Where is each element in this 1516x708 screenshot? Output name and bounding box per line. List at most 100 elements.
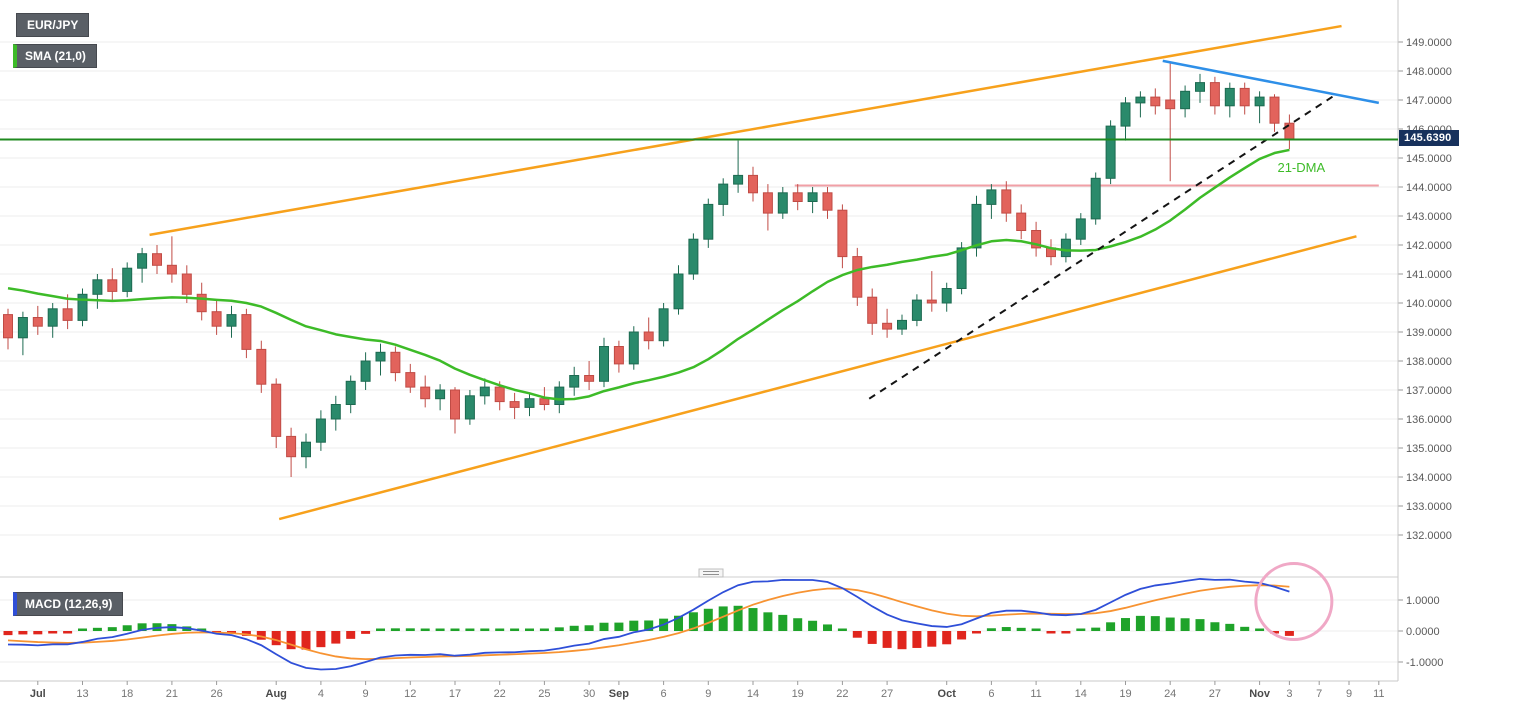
macd-histogram-bar — [703, 608, 713, 631]
candle — [286, 435, 297, 458]
macd-histogram-bar — [688, 612, 698, 631]
candle — [688, 238, 699, 275]
candle — [569, 375, 580, 388]
candle — [405, 372, 416, 388]
candle — [301, 441, 311, 458]
macd-histogram-bar — [912, 631, 922, 648]
candle — [658, 308, 669, 342]
macd-histogram-bar — [569, 625, 579, 631]
price-axis-label: 139.0000 — [1406, 327, 1452, 339]
candle — [852, 256, 863, 298]
sma-line — [7, 148, 1290, 401]
macd-histogram-bar — [1121, 618, 1130, 631]
x-axis-label: 9 — [363, 688, 369, 700]
x-axis-label: 26 — [210, 688, 222, 700]
macd-histogram-bar — [92, 627, 102, 631]
macd-histogram-bar — [733, 605, 743, 631]
macd-histogram-bar — [763, 612, 773, 631]
candle — [450, 389, 460, 420]
candles-layer — [3, 62, 1295, 477]
candle — [971, 203, 982, 249]
price-axis-label: 147.0000 — [1406, 95, 1452, 107]
candle — [584, 375, 595, 382]
macd-axis-label: 1.0000 — [1406, 595, 1440, 607]
candle — [1090, 177, 1101, 220]
macd-histogram-bar — [837, 628, 847, 631]
price-axis-label: 145.0000 — [1406, 153, 1452, 165]
macd-histogram-bar — [539, 628, 549, 631]
macd-indicator-badge[interactable]: MACD (12,26,9) — [13, 592, 124, 616]
candle — [911, 299, 922, 321]
candle — [479, 386, 490, 397]
price-axis-label: 135.0000 — [1406, 443, 1452, 455]
candle — [166, 264, 177, 275]
candle — [226, 314, 237, 327]
candle — [1209, 82, 1220, 107]
sma-indicator-badge[interactable]: SMA (21,0) — [13, 44, 97, 68]
dma-annotation-label: 21-DMA — [1277, 160, 1326, 176]
candle — [807, 192, 818, 203]
panel-resize-grip[interactable] — [698, 568, 724, 578]
price-axis-label: 143.0000 — [1406, 211, 1452, 223]
price-axis-label: 144.0000 — [1406, 182, 1452, 194]
price-axis-label: 148.0000 — [1406, 66, 1452, 78]
candle — [509, 401, 520, 408]
candle — [1224, 87, 1235, 107]
candle — [3, 314, 13, 339]
x-axis-label: Sep — [609, 688, 629, 700]
macd-histogram-bar — [33, 631, 43, 635]
candle — [152, 253, 162, 266]
candle — [330, 404, 341, 420]
macd-histogram-bar — [927, 631, 937, 647]
ascending-dashed-trendline — [868, 94, 1335, 400]
candle — [822, 192, 833, 211]
macd-histogram-bar — [1165, 617, 1175, 631]
macd-histogram-bar — [1270, 631, 1279, 634]
candle — [837, 209, 848, 258]
macd-histogram-bar — [510, 628, 520, 631]
candle — [1031, 230, 1042, 249]
macd-histogram-bar — [18, 631, 28, 635]
candle — [926, 299, 937, 304]
macd-histogram-bar — [718, 606, 728, 631]
channel-upper-line — [149, 24, 1342, 237]
candle — [271, 383, 282, 437]
macd-histogram-bar — [1150, 616, 1160, 631]
candle — [643, 331, 654, 342]
macd-histogram-bar — [1255, 628, 1265, 631]
macd-histogram-bar — [241, 631, 251, 636]
candle — [1269, 96, 1280, 124]
candle — [1016, 212, 1027, 232]
candle — [941, 288, 952, 304]
candle — [1075, 218, 1086, 240]
x-axis-label: 17 — [449, 688, 461, 700]
macd-histogram-bar — [1001, 627, 1011, 631]
candle — [1180, 90, 1191, 110]
x-axis: Jul 13 18 21 26 Aug 4 9 12 17 22 25 30 Sep 6 9 14 19 22 27 O… — [30, 681, 1385, 700]
macd-histogram-bar — [867, 631, 877, 644]
macd-histogram-bar — [852, 631, 862, 638]
macd-highlight-circle — [1254, 562, 1334, 642]
symbol-badge[interactable]: EUR/JPY — [16, 13, 90, 37]
x-axis-label: 18 — [121, 688, 133, 700]
price-axis-label: 140.0000 — [1406, 298, 1452, 310]
candle — [777, 192, 788, 214]
macd-axis: 1.0000 0.0000 -1.0000 — [0, 595, 1443, 669]
x-axis-label: 19 — [792, 688, 804, 700]
candle — [211, 311, 222, 327]
candle — [882, 322, 893, 330]
macd-axis-label: -1.0000 — [1406, 657, 1443, 669]
macd-histogram-bar — [1031, 628, 1041, 631]
x-axis-label: 22 — [836, 688, 848, 700]
x-axis-label: 22 — [494, 688, 506, 700]
candle — [897, 319, 907, 330]
macd-histogram-bar — [882, 631, 892, 648]
x-axis-label: 6 — [661, 688, 667, 700]
candle — [77, 293, 88, 321]
x-axis-label: 13 — [76, 688, 88, 700]
x-axis-label: 7 — [1316, 688, 1322, 700]
macd-histogram-bar — [748, 608, 758, 631]
x-axis-label: 11 — [1373, 688, 1384, 700]
candle — [375, 351, 386, 362]
